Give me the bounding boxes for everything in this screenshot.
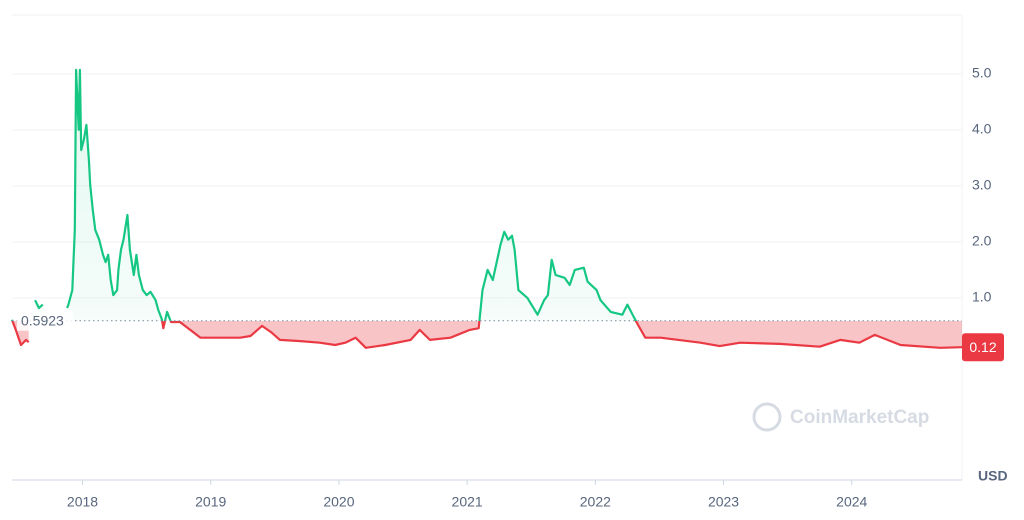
y-tick-label: 2.0 xyxy=(972,233,992,249)
y-tick-label: 4.0 xyxy=(972,121,992,137)
y-tick-label: 3.0 xyxy=(972,177,992,193)
price-line xyxy=(66,68,963,349)
price-line xyxy=(34,299,44,310)
y-axis-label: USD xyxy=(978,468,1008,484)
watermark-text: CoinMarketCap xyxy=(790,407,929,428)
x-tick-label: 2024 xyxy=(836,494,867,510)
baseline-label: 0.5923 xyxy=(21,312,64,328)
baseline-label-bg xyxy=(17,310,73,331)
x-tick-label: 2020 xyxy=(323,494,354,510)
x-tick-label: 2022 xyxy=(580,494,611,510)
y-tick-label: 5.0 xyxy=(972,65,992,81)
x-tick-label: 2023 xyxy=(708,494,739,510)
x-tick-label: 2019 xyxy=(195,494,226,510)
x-tick-label: 2021 xyxy=(452,494,483,510)
price-area xyxy=(67,69,963,348)
watermark: CoinMarketCap xyxy=(752,402,929,432)
x-tick-label: 2018 xyxy=(67,494,98,510)
y-tick-label: 1.0 xyxy=(972,289,992,305)
current-price-box xyxy=(962,333,1004,362)
price-line xyxy=(10,319,30,347)
watermark-logo xyxy=(752,402,782,432)
current-price-label: 0.12 xyxy=(969,339,996,355)
